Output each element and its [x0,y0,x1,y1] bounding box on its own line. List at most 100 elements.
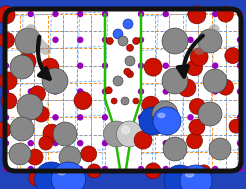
Circle shape [188,63,193,68]
Circle shape [78,141,83,146]
Circle shape [213,63,218,68]
Circle shape [28,89,33,94]
Circle shape [103,89,108,94]
Circle shape [81,146,97,162]
Circle shape [28,167,33,171]
Circle shape [15,28,41,54]
Circle shape [186,133,202,149]
Circle shape [225,48,241,64]
Circle shape [103,141,108,146]
Circle shape [180,165,212,189]
Circle shape [111,98,117,104]
Circle shape [217,6,233,22]
Circle shape [74,91,92,110]
Circle shape [197,165,211,179]
Circle shape [27,149,43,165]
Circle shape [78,12,83,16]
Circle shape [188,89,193,94]
Circle shape [213,167,218,171]
Circle shape [213,37,218,42]
FancyBboxPatch shape [5,9,241,171]
Circle shape [213,89,218,94]
Circle shape [213,141,218,146]
Circle shape [133,37,140,44]
Circle shape [53,167,58,171]
Circle shape [163,137,187,161]
Circle shape [103,37,108,42]
FancyArrowPatch shape [178,36,203,77]
Circle shape [78,37,83,42]
Circle shape [188,37,193,42]
Circle shape [39,136,53,150]
Circle shape [123,19,133,29]
Circle shape [138,37,143,42]
Circle shape [237,37,243,42]
Circle shape [53,37,58,42]
Circle shape [144,58,162,76]
Circle shape [124,68,131,75]
Circle shape [138,12,143,16]
Circle shape [122,126,129,134]
Circle shape [189,119,205,135]
Circle shape [41,58,59,76]
Circle shape [163,37,168,42]
Circle shape [138,115,143,120]
Circle shape [0,72,17,90]
Circle shape [163,167,168,171]
Circle shape [3,37,9,42]
Circle shape [78,167,83,171]
Circle shape [162,68,188,94]
Circle shape [104,121,129,147]
Circle shape [103,115,108,120]
Circle shape [134,131,152,149]
Circle shape [237,167,243,171]
Ellipse shape [185,172,194,177]
Circle shape [213,115,218,120]
Circle shape [78,89,83,94]
Circle shape [237,115,243,120]
Circle shape [3,63,9,68]
Circle shape [217,79,233,95]
Circle shape [103,12,108,16]
Circle shape [28,12,33,16]
Circle shape [138,89,143,94]
Circle shape [3,89,9,94]
Circle shape [153,107,181,135]
Circle shape [164,165,196,189]
Circle shape [3,12,9,16]
Circle shape [1,93,17,109]
Circle shape [113,76,123,86]
Circle shape [125,56,135,66]
Circle shape [188,167,193,171]
Circle shape [78,63,83,68]
Circle shape [43,124,61,142]
Circle shape [213,12,218,16]
Circle shape [3,167,9,171]
Circle shape [145,163,161,179]
Circle shape [163,63,168,68]
FancyArrowPatch shape [199,30,214,50]
Circle shape [139,107,167,135]
Circle shape [105,87,112,94]
Circle shape [3,141,9,146]
Circle shape [188,141,193,146]
Circle shape [121,97,129,105]
Circle shape [133,98,139,104]
Circle shape [0,6,15,24]
Circle shape [162,28,188,54]
Circle shape [198,29,222,53]
Circle shape [188,115,193,120]
Circle shape [126,44,134,51]
FancyArrowPatch shape [31,30,46,50]
Circle shape [0,32,15,48]
Circle shape [28,141,33,146]
Circle shape [152,101,178,127]
Circle shape [103,167,108,171]
Circle shape [163,12,168,16]
Circle shape [87,164,101,178]
Circle shape [103,63,108,68]
Circle shape [203,69,227,93]
Circle shape [28,63,33,68]
Circle shape [53,12,58,16]
Circle shape [113,29,123,39]
